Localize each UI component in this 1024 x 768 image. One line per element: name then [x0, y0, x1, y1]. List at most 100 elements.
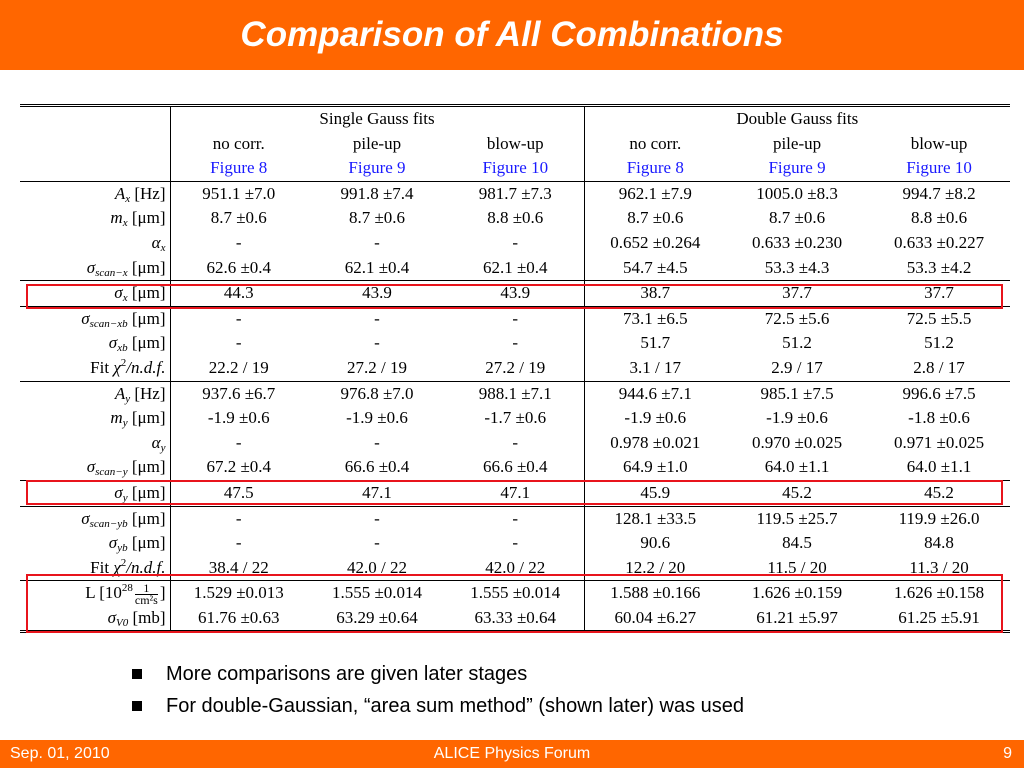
table-body: Ax [Hz] 951.1 ±7.0 991.8 ±7.4 981.7 ±7.3 962… [20, 180, 1011, 634]
table-cell: 951.1 ±7.0 [170, 180, 307, 207]
group-header-row: Single Gauss fits Double Gauss fits [20, 103, 1011, 132]
row-label: my [μm] [20, 406, 171, 431]
label-part: L [85, 583, 100, 603]
row-label: σscan−y [μm] [20, 455, 171, 481]
label-part: x [125, 192, 131, 205]
table-cell: 72.5 ±5.5 [868, 305, 1011, 332]
table-cell: 2.9 / 17 [771, 357, 823, 377]
table-cell: 22.2 / 19 [208, 357, 269, 377]
label-part: xb [117, 342, 128, 355]
table-cell: 42.0 / 22 [347, 557, 407, 577]
row-label: αx [20, 230, 171, 256]
table-row: σscan−y [μm] 67.2 ±0.4 66.6 ±0.4 66.6 ±0.4 6… [20, 455, 1010, 481]
table-row: αx - - - 0.652 ±0.264 0.633 ±0.230 0.633 ±0.22… [20, 230, 1010, 256]
table-cell: 37.7 [726, 280, 869, 307]
method-header-row: no corr. pile-up blow-up no corr. pile-u… [20, 131, 1010, 157]
table-cell: 1.588 ±0.166 [584, 580, 727, 606]
label-part: [μm] [127, 308, 166, 328]
row-label: Fit χ2/n.d.f. [20, 355, 171, 382]
table-cell: - [447, 305, 585, 332]
figure-link[interactable]: Figure 8 [210, 158, 268, 178]
table-cell: 3.1 / 17 [629, 357, 682, 377]
table-cell: 42.0 / 22 [447, 555, 585, 581]
table-cell: 62.1 ±0.4 [447, 255, 585, 281]
table-cell: 44.3 [170, 280, 307, 307]
label-part: [μm] [127, 408, 166, 428]
table-row: Fit χ2/n.d.f. 38.4 / 22 42.0 / 22 42.0 / 22… [20, 555, 1010, 581]
table-row: σx [μm] 44.3 43.9 43.9 38.7 37.7 37.7 [20, 280, 1011, 307]
table-row: σscan−yb [μm] - - -128.1 ±33.5 119.5 ±25.7 11… [20, 505, 1011, 532]
table-cell: 11.3 / 20 [909, 557, 969, 577]
figure-link[interactable]: Figure 10 [447, 156, 585, 182]
table-cell: 8.7 ±0.6 [210, 208, 267, 228]
label-part: [Hz] [130, 383, 166, 403]
label-part: σ [108, 533, 118, 553]
table-cell: 0.633 ±0.227 [894, 232, 985, 252]
table-cell: 63.33 ±0.64 [447, 605, 585, 634]
page-number: 9 [1003, 745, 1012, 762]
square-bullet-icon [132, 669, 142, 679]
table-row: σy [μm] 47.5 47.1 47.1 45.9 45.2 45.2 [20, 479, 1011, 506]
header-blank [20, 131, 171, 157]
table-row: mx [μm] 8.7 ±0.6 8.7 ±0.6 8.8 ±0.6 8.7 ±0.6 8… [20, 206, 1010, 231]
bullet-item: More comparisons are given later stages [128, 658, 744, 690]
row-label: σx [μm] [20, 280, 171, 307]
table-cell: - [235, 333, 242, 353]
label-part: Fit [90, 357, 114, 377]
figure-link[interactable]: Figure 9 [768, 158, 826, 178]
label-part: [μm] [127, 482, 166, 502]
figure-link[interactable]: Figure 10 [906, 158, 972, 178]
table-cell: - [374, 533, 380, 553]
label-part: [μm] [127, 208, 166, 228]
label-part: σ [81, 508, 90, 528]
table-cell: - [447, 505, 585, 532]
table-cell: 8.8 ±0.6 [447, 206, 585, 231]
label-part: /n.d.f. [126, 557, 166, 577]
label-part: [μm] [127, 333, 166, 353]
table-row: Ay [Hz] 937.6 ±6.7 976.8 ±7.0 988.1 ±7.1 944… [20, 380, 1011, 407]
table-cell: 60.04 ±6.27 [584, 605, 727, 634]
table-cell: 1.529 ±0.013 [170, 580, 307, 606]
row-label: σscan−yb [μm] [20, 505, 171, 532]
table-row: αy - - - 0.978 ±0.021 0.970 ±0.025 0.971 ±0.02… [20, 430, 1010, 456]
label-part: scan−xb [89, 317, 128, 330]
table-cell: 84.8 [924, 533, 954, 553]
label-part: [mb] [128, 607, 166, 627]
table-row: L [1028 1 cm²s] 1.529 ±0.013 1.555 ±0.014 1.5… [20, 580, 1011, 606]
figure-link[interactable]: Figure 9 [348, 158, 406, 178]
figure-link[interactable]: Figure 8 [626, 158, 684, 178]
table-cell: -1.8 ±0.6 [908, 408, 970, 428]
table-cell: - [170, 505, 307, 532]
table-cell: 937.6 ±6.7 [170, 380, 307, 407]
label-part: y [122, 417, 128, 430]
table-cell: 2.8 / 17 [913, 357, 965, 377]
label-part: 2 [120, 556, 127, 569]
label-part: σ [86, 257, 96, 277]
label-part: 28 [121, 582, 133, 595]
table-cell: 8.7 ±0.6 [768, 208, 826, 228]
label-part: x [160, 241, 166, 254]
label-part: A [114, 383, 126, 403]
table-cell: 51.2 [924, 333, 954, 353]
table-cell: 1.555 ±0.014 [307, 580, 447, 606]
row-label: σxb [μm] [20, 331, 171, 356]
table-cell: - [447, 331, 585, 356]
table-cell: 976.8 ±7.0 [307, 380, 447, 407]
table-cell: -1.9 ±0.6 [624, 408, 687, 428]
table-cell: - [374, 432, 380, 452]
footer-event: ALICE Physics Forum [433, 745, 591, 762]
table-cell: 54.7 ±4.5 [622, 257, 688, 277]
table-cell: 84.5 [782, 533, 812, 553]
table-cell: 119.5 ±25.7 [726, 505, 869, 532]
table-cell: 38.4 / 22 [208, 557, 269, 577]
table-row: σscan−x [μm] 62.6 ±0.4 62.1 ±0.4 62.1 ±0.4 5… [20, 255, 1010, 281]
table-cell: 994.7 ±8.2 [868, 180, 1011, 207]
row-label: Ay [Hz] [20, 380, 171, 407]
table-cell: 72.5 ±5.6 [726, 305, 869, 332]
label-part: χ [113, 357, 121, 377]
table-cell: 61.76 ±0.63 [170, 605, 307, 634]
double-gauss-header: Double Gauss fits [584, 103, 1011, 132]
row-label: αy [20, 430, 171, 456]
table-cell: 61.25 ±5.91 [868, 605, 1011, 634]
table-cell: 12.2 / 20 [625, 557, 686, 577]
